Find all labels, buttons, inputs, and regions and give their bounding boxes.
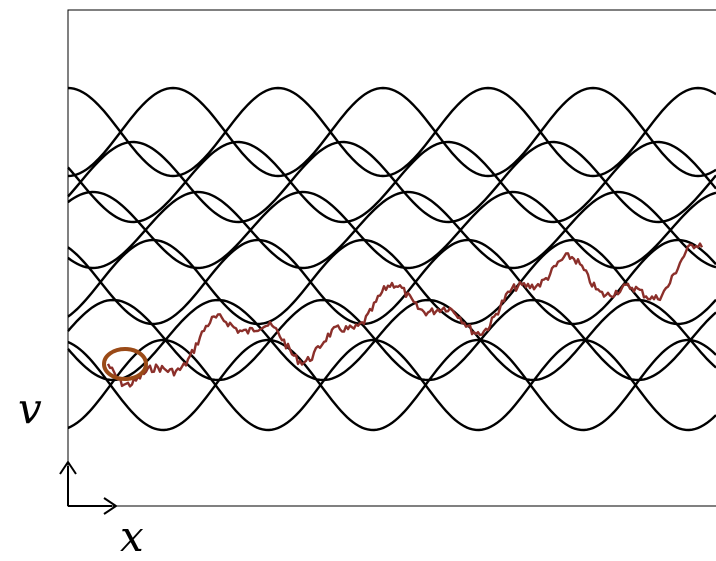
- vertical-arrow-head: [59, 460, 77, 475]
- sinusoid-curve: [67, 190, 716, 270]
- random-walk-trajectory: [106, 242, 704, 388]
- velocity-axis-label: v: [18, 384, 42, 433]
- sinusoid-curve: [67, 140, 716, 224]
- sinusoid-curve: [67, 140, 716, 224]
- sinusoid-curve: [67, 190, 716, 270]
- position-axis-label: x: [120, 512, 144, 561]
- sinusoid-curve: [67, 86, 716, 178]
- axis-arrows: [59, 460, 118, 515]
- start-marker-ellipse: [102, 347, 148, 381]
- sinusoid-curve: [67, 298, 716, 382]
- sinusoid-curve: [67, 338, 716, 432]
- sinusoid-curve: [67, 238, 716, 326]
- plot-frame: [67, 9, 716, 507]
- sinusoid-curves: [67, 86, 716, 432]
- horizontal-arrow-head: [103, 497, 118, 515]
- sinusoid-curve: [67, 298, 716, 382]
- sinusoid-curve: [67, 86, 716, 178]
- sinusoid-curve: [67, 338, 716, 432]
- sinusoid-curve: [67, 238, 716, 326]
